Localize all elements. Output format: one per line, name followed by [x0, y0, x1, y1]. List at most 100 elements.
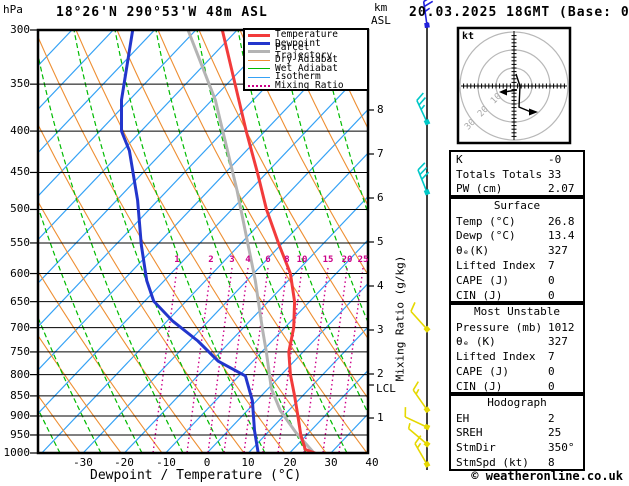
table-row: θₑ (K) 327: [451, 335, 583, 350]
legend-swatch-dewpoint: [248, 42, 270, 46]
page-title: 18°26'N 290°53'W 48m ASL: [56, 5, 268, 20]
lcl-label: LCL: [376, 382, 396, 395]
legend-item: Mixing Ratio: [248, 79, 367, 91]
wind-barb: [412, 381, 431, 414]
km-tick-label: 7: [377, 147, 384, 160]
pressure-tick-label: 300: [10, 23, 30, 36]
km-tick-label: 3: [377, 323, 384, 336]
pressure-tick-label: 500: [10, 202, 30, 215]
asl-unit-label: ASL: [371, 14, 391, 27]
table-header: Surface: [493, 199, 541, 212]
temperature-tick-label: 0: [203, 456, 211, 469]
table-row: CIN (J) 0: [451, 288, 583, 303]
km-tick-label: 6: [377, 191, 384, 204]
table-row-value: 327: [548, 335, 568, 349]
table-row-value: 1012: [548, 320, 575, 334]
pressure-tick-label: 450: [10, 165, 30, 178]
mixing-ratio-value-label: 8: [284, 255, 290, 265]
wind-barb: [416, 92, 431, 126]
table-row-label: θₑ(K): [456, 244, 490, 258]
km-tick-label: 2: [377, 367, 384, 380]
pressure-tick-label: 900: [10, 409, 30, 422]
table-most-unstable: Most Unstable Pressure (mb) 1012 θₑ (K) 327 L…: [449, 303, 585, 394]
wind-barb-column: [404, 0, 434, 470]
km-unit-label: km: [374, 1, 388, 14]
legend-swatch-temperature: [248, 33, 270, 37]
table-row: Temp (°C) 26.8: [451, 214, 583, 229]
legend-item: Parcel Trajectory: [248, 43, 367, 60]
pressure-unit-label: hPa: [3, 3, 23, 16]
mixing-ratio-value-label: 25: [357, 255, 369, 265]
table-row-value: 7: [548, 259, 555, 273]
wind-barb: [417, 162, 431, 196]
km-tick-label: 4: [377, 279, 384, 292]
wind-barb: [422, 0, 434, 29]
legend-swatch-parcel-trajectory: [248, 50, 270, 54]
legend-label: Temperature: [275, 29, 338, 41]
pressure-tick-label: 1000: [3, 446, 31, 459]
table-header: Hodograph: [487, 396, 547, 409]
mixing-ratio-value-label: 15: [322, 255, 334, 265]
table-row-value: 13.4: [548, 229, 575, 243]
legend-label: Dewpoint: [275, 37, 321, 49]
wind-barb: [407, 423, 431, 448]
mixing-ratio-axis-label: Mixing Ratio (g/kg): [393, 255, 407, 382]
table-row-value: 33: [548, 167, 562, 181]
copyright-footer: © weatheronline.co.uk: [471, 469, 623, 483]
table-row-value: 26.8: [548, 214, 575, 228]
table-row: CIN (J) 0: [451, 379, 583, 394]
mixing-ratio-value-label: 4: [245, 255, 251, 265]
table-row: StmDir 350°: [451, 440, 583, 455]
temperature-tick-label: -20: [114, 456, 134, 469]
table-row: SREH 25: [451, 426, 583, 441]
table-row-label: CAPE (J): [456, 365, 509, 379]
table-row-label: K: [456, 152, 463, 166]
wind-barb: [414, 435, 431, 468]
table-row-value: -0: [548, 152, 562, 166]
table-row-value: 0: [548, 365, 555, 379]
legend-item: Dry Adiabat: [248, 55, 367, 65]
legend-swatch-isotherm: [248, 76, 270, 78]
pressure-tick-label: 700: [10, 321, 30, 334]
curve-parcel-trajectory: [186, 30, 316, 453]
hodograph-trace: [515, 73, 532, 113]
legend-swatch-wet-adiabat: [248, 68, 270, 70]
legend-item: Isotherm: [248, 71, 367, 83]
km-tick-label: 8: [377, 103, 384, 116]
legend-label: Wet Adiabat: [275, 62, 338, 74]
pressure-tick-label: 800: [10, 368, 30, 381]
table-row-label: CIN (J): [456, 288, 503, 302]
pressure-tick-label: 650: [10, 295, 30, 308]
hodograph: [456, 26, 572, 145]
table-row: Dewp (°C) 13.4: [451, 229, 583, 244]
table-row: Lifted Index 7: [451, 258, 583, 273]
table-row-label: SREH: [456, 426, 483, 440]
mixing-ratio-value-label: 1: [174, 255, 180, 265]
datetime-label: 20.03.2025 18GMT (Base: 06): [409, 5, 629, 20]
temperature-tick-label: 10: [241, 456, 255, 469]
pressure-tick-label: 950: [10, 428, 30, 441]
table-row-value: 350°: [548, 441, 575, 455]
wind-barb: [410, 302, 431, 333]
pressure-tick-label: 400: [10, 124, 30, 137]
mixing-ratio-value-label: 20: [341, 255, 353, 265]
table-row-value: 0: [548, 288, 555, 302]
plot-background: [38, 30, 368, 453]
mixing-ratio-value-label: 2: [208, 255, 214, 265]
table-row-label: PW (cm): [456, 182, 503, 196]
table-row-label: StmSpd (kt): [456, 456, 529, 470]
table-indices: K -0 Totals Totals 33 PW (cm) 2.07: [449, 150, 585, 197]
legend: Temperature Dewpoint Parcel Trajectory Dry …: [243, 28, 369, 91]
table-surface: Surface Temp (°C) 26.8 Dewp (°C) 13.4 θₑ(K) 32…: [449, 197, 585, 303]
table-row-label: Lifted Index: [456, 350, 536, 364]
table-row-value: 2: [548, 411, 555, 425]
legend-label: Isotherm: [275, 71, 321, 83]
legend-label: Mixing Ratio: [275, 79, 344, 91]
table-row: CAPE (J) 0: [451, 273, 583, 288]
temperature-tick-label: 40: [365, 456, 379, 469]
table-row-label: Pressure (mb): [456, 320, 543, 334]
pressure-tick-label: 600: [10, 267, 30, 280]
table-header: Most Unstable: [473, 305, 561, 318]
hodograph-unit-label: kt: [462, 31, 475, 42]
